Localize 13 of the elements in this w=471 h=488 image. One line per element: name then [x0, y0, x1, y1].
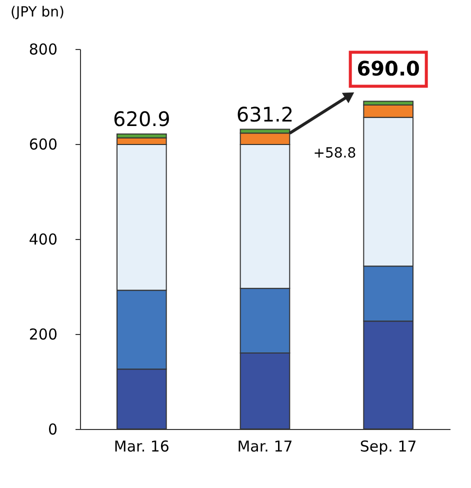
- y-tick-label: 200: [28, 326, 58, 344]
- x-tick-label: Sep. 17: [360, 438, 417, 456]
- y-tick-label: 600: [28, 136, 58, 154]
- x-tick-label: Mar. 17: [237, 438, 293, 456]
- y-tick-label: 0: [48, 420, 58, 438]
- total-label: 690.0: [356, 56, 420, 80]
- annotation: +58.8: [313, 145, 356, 162]
- total-label: 631.2: [236, 102, 294, 126]
- y-tick-label: 800: [28, 40, 58, 58]
- x-tick-label: Mar. 16: [114, 438, 170, 456]
- y-tick-label: 400: [28, 230, 58, 248]
- total-label: 620.9: [113, 107, 170, 132]
- y-axis-title: (JPY bn): [10, 4, 64, 20]
